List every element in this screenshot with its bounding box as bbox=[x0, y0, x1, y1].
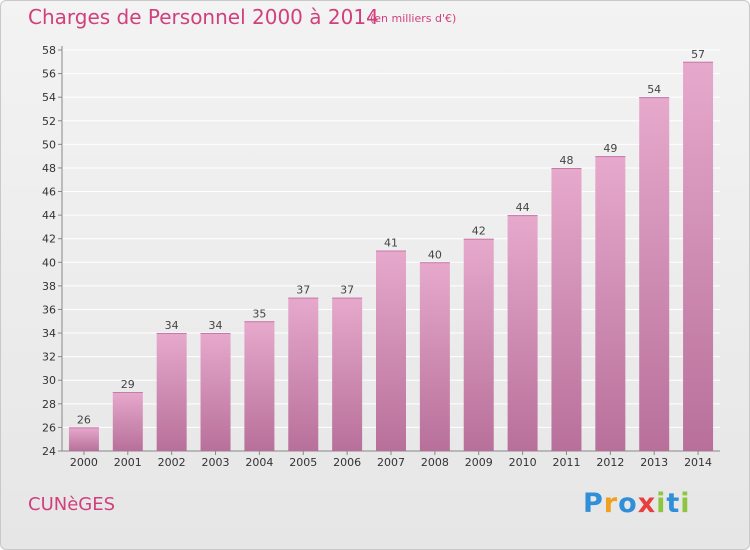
logo-letter: o bbox=[618, 488, 638, 519]
data-label: 34 bbox=[165, 319, 179, 332]
x-tick-label: 2009 bbox=[465, 456, 493, 469]
x-tick-label: 2006 bbox=[333, 456, 361, 469]
y-tick-label: 26 bbox=[42, 421, 56, 434]
bar bbox=[463, 238, 494, 451]
chart-title: Charges de Personnel 2000 à 2014 bbox=[28, 5, 379, 29]
x-tick-label: 2001 bbox=[114, 456, 142, 469]
bar bbox=[112, 392, 143, 451]
bar bbox=[244, 321, 275, 451]
y-tick-label: 46 bbox=[42, 186, 56, 199]
data-label: 26 bbox=[77, 413, 91, 426]
place-name: CUNèGES bbox=[28, 494, 116, 515]
bar bbox=[551, 167, 582, 452]
x-tick-label: 2005 bbox=[289, 456, 317, 469]
bar bbox=[68, 427, 99, 451]
x-tick-label: 2011 bbox=[552, 456, 580, 469]
x-tick-label: 2004 bbox=[245, 456, 273, 469]
x-tick-label: 2012 bbox=[596, 456, 624, 469]
x-tick-label: 2014 bbox=[684, 456, 712, 469]
bar bbox=[288, 297, 319, 451]
y-tick-label: 42 bbox=[42, 233, 56, 246]
y-tick-label: 34 bbox=[42, 327, 56, 340]
x-tick-label: 2002 bbox=[158, 456, 186, 469]
x-tick-label: 2007 bbox=[377, 456, 405, 469]
bar bbox=[376, 250, 406, 451]
bar bbox=[507, 215, 538, 451]
x-tick-label: 2010 bbox=[509, 456, 537, 469]
y-tick-label: 52 bbox=[42, 115, 56, 128]
y-tick-label: 36 bbox=[42, 303, 56, 316]
data-label: 37 bbox=[296, 284, 310, 297]
y-tick-label: 50 bbox=[42, 138, 56, 151]
data-label: 40 bbox=[428, 248, 442, 261]
data-label: 29 bbox=[121, 378, 135, 391]
x-tick-label: 2013 bbox=[640, 456, 668, 469]
logo-letter: r bbox=[603, 488, 619, 519]
logo-letter: t bbox=[666, 488, 681, 519]
logo-letter: x bbox=[637, 488, 657, 519]
y-tick-label: 24 bbox=[42, 445, 56, 458]
x-tick-label: 2000 bbox=[70, 456, 98, 469]
data-label: 42 bbox=[472, 225, 486, 238]
bar bbox=[419, 262, 450, 451]
y-tick-label: 44 bbox=[42, 209, 56, 222]
y-tick-label: 38 bbox=[42, 280, 56, 293]
y-tick-label: 58 bbox=[42, 44, 56, 57]
bar bbox=[683, 61, 714, 451]
logo-letter: i bbox=[656, 488, 667, 519]
bar bbox=[332, 297, 363, 451]
data-label: 48 bbox=[559, 154, 573, 167]
data-label: 37 bbox=[340, 284, 354, 297]
bar bbox=[639, 97, 670, 452]
y-tick-label: 54 bbox=[42, 91, 56, 104]
x-tick-label: 2003 bbox=[202, 456, 230, 469]
y-tick-label: 48 bbox=[42, 162, 56, 175]
data-label: 54 bbox=[647, 83, 661, 96]
y-tick-label: 56 bbox=[42, 68, 56, 81]
logo-letter: i bbox=[680, 488, 691, 519]
x-tick-label: 2008 bbox=[421, 456, 449, 469]
bar bbox=[156, 333, 187, 451]
proxiti-logo[interactable]: Proxiti bbox=[583, 488, 691, 519]
data-label: 41 bbox=[384, 237, 398, 250]
y-tick-label: 28 bbox=[42, 398, 56, 411]
y-tick-label: 32 bbox=[42, 351, 56, 364]
bar bbox=[200, 333, 231, 451]
chart-subtitle: (en milliers d'€) bbox=[370, 12, 457, 25]
logo-letter: P bbox=[583, 488, 604, 519]
data-label: 35 bbox=[252, 307, 266, 320]
data-label: 34 bbox=[209, 319, 223, 332]
y-tick-label: 30 bbox=[42, 374, 56, 387]
y-tick-label: 40 bbox=[42, 256, 56, 269]
data-label: 57 bbox=[691, 48, 705, 61]
data-label: 49 bbox=[603, 142, 617, 155]
data-label: 44 bbox=[516, 201, 530, 214]
bar bbox=[595, 156, 626, 451]
